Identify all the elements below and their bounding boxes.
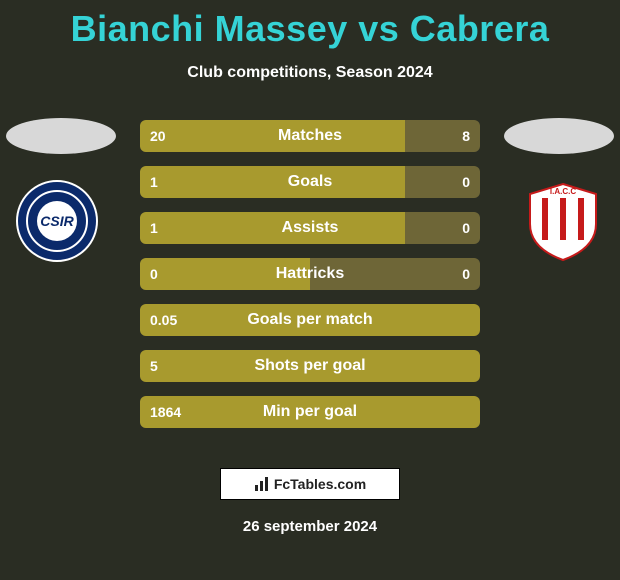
club-badge-left: CSIR	[16, 180, 98, 262]
brand-text: FcTables.com	[274, 476, 366, 492]
brand-badge: FcTables.com	[220, 468, 400, 500]
stat-row: 00Hattricks	[140, 258, 480, 290]
player-shadow-right	[504, 118, 614, 154]
page-subtitle: Club competitions, Season 2024	[0, 64, 620, 82]
stat-row: 10Goals	[140, 166, 480, 198]
stat-bar-left-fill	[140, 166, 405, 198]
stat-bar-left-fill	[140, 120, 405, 152]
comparison-panel: CSIR I.A.C.C 208Matches 10Goals 10Assists 0…	[0, 110, 620, 450]
stat-bar-left-fill	[140, 304, 480, 336]
svg-text:CSIR: CSIR	[40, 213, 74, 229]
stat-bars: 208Matches 10Goals 10Assists 00Hattricks 0.0…	[140, 120, 480, 442]
player-shadow-left	[6, 118, 116, 154]
stat-bar-right-fill	[405, 212, 480, 244]
stat-row: 5Shots per goal	[140, 350, 480, 382]
stat-row: 10Assists	[140, 212, 480, 244]
stat-bar-left-fill	[140, 212, 405, 244]
stat-bar-right-fill	[310, 258, 480, 290]
footer-date: 26 september 2024	[0, 518, 620, 535]
chart-icon	[254, 476, 270, 492]
stat-bar-right-fill	[405, 120, 480, 152]
club-badge-right: I.A.C.C	[522, 180, 604, 262]
stat-bar-left-fill	[140, 350, 480, 382]
stat-row: 1864Min per goal	[140, 396, 480, 428]
svg-text:I.A.C.C: I.A.C.C	[550, 187, 576, 196]
stat-bar-left-fill	[140, 396, 480, 428]
stat-row: 208Matches	[140, 120, 480, 152]
stat-bar-left-fill	[140, 258, 310, 290]
stat-row: 0.05Goals per match	[140, 304, 480, 336]
stat-bar-right-fill	[405, 166, 480, 198]
page-title: Bianchi Massey vs Cabrera	[0, 0, 620, 50]
